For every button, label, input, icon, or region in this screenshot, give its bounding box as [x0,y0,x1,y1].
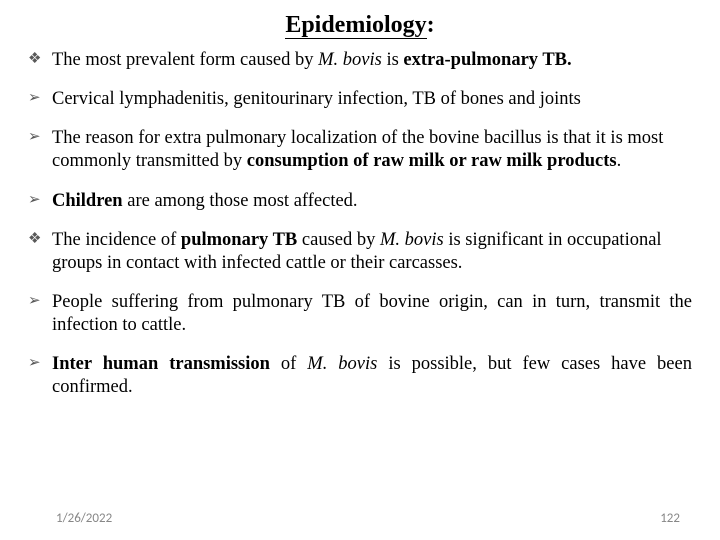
footer-page: 122 [660,511,680,526]
slide-title: Epidemiology: [28,12,692,39]
arrow-bullet-icon: ➢ [28,354,41,373]
list-item-text: Children are among those most affected. [52,191,358,211]
slide-container: Epidemiology: ❖ The most prevalent form c… [0,0,720,540]
title-text: Epidemiology [285,12,426,39]
arrow-bullet-icon: ➢ [28,128,41,147]
arrow-bullet-icon: ➢ [28,89,41,108]
list-item: ➢ Cervical lymphadenitis, genitourinary i… [28,88,692,111]
footer: 1/26/2022 122 [56,511,680,526]
diamond-bullet-icon: ❖ [28,230,41,249]
list-item: ❖ The incidence of pulmonary TB caused by… [28,229,692,275]
diamond-bullet-icon: ❖ [28,50,41,69]
list-item-text: The incidence of pulmonary TB caused by … [52,230,662,273]
title-colon: : [427,12,435,38]
list-item-text: People suffering from pulmonary TB of bo… [52,292,692,335]
list-item: ❖ The most prevalent form caused by M. bo… [28,49,692,72]
list-item: ➢ People suffering from pulmonary TB of b… [28,291,692,337]
list-item: ➢ Inter human transmission of M. bovis is… [28,353,692,399]
list-item-text: The most prevalent form caused by M. bov… [52,50,572,70]
list-item-text: The reason for extra pulmonary localizat… [52,128,663,171]
arrow-bullet-icon: ➢ [28,191,41,210]
list-item-text: Inter human transmission of M. bovis is … [52,354,692,397]
arrow-bullet-icon: ➢ [28,292,41,311]
list-item-text: Cervical lymphadenitis, genitourinary in… [52,89,581,109]
list-item: ➢ The reason for extra pulmonary localiza… [28,127,692,173]
bullet-list: ❖ The most prevalent form caused by M. bo… [28,49,692,399]
footer-date: 1/26/2022 [56,511,112,526]
list-item: ➢ Children are among those most affected. [28,190,692,213]
